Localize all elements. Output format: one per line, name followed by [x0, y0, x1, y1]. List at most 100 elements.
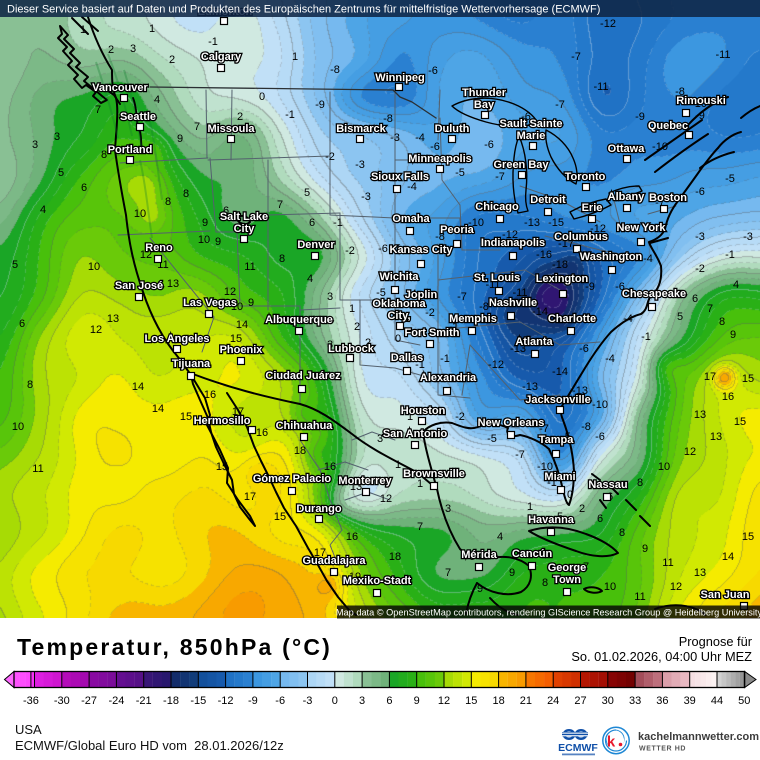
svg-text:-10: -10: [537, 461, 553, 473]
svg-text:Vancouver: Vancouver: [92, 82, 148, 94]
svg-text:13: 13: [710, 431, 722, 443]
svg-text:9: 9: [642, 543, 648, 555]
svg-text:14: 14: [236, 319, 248, 331]
svg-text:Mérida: Mérida: [461, 549, 497, 561]
svg-text:7: 7: [417, 521, 423, 533]
svg-text:-2: -2: [695, 263, 705, 275]
svg-text:-14: -14: [552, 366, 568, 378]
svg-text:4: 4: [733, 279, 739, 291]
svg-text:6: 6: [597, 513, 603, 525]
svg-text:3: 3: [130, 43, 136, 55]
svg-text:San Juan: San Juan: [701, 589, 750, 601]
svg-text:6: 6: [386, 695, 392, 707]
svg-text:-1: -1: [208, 36, 218, 48]
svg-text:-17: -17: [558, 238, 574, 250]
svg-text:Nassau: Nassau: [588, 479, 627, 491]
svg-text:17: 17: [704, 371, 716, 383]
svg-text:Columbus: Columbus: [554, 231, 608, 243]
svg-text:10: 10: [231, 301, 243, 313]
svg-text:Boston: Boston: [649, 192, 687, 204]
svg-text:6: 6: [19, 318, 25, 330]
svg-text:Cancún: Cancún: [512, 548, 553, 560]
svg-text:-4: -4: [407, 288, 417, 300]
svg-text:-8: -8: [675, 86, 685, 98]
svg-text:Fort Smith: Fort Smith: [405, 327, 460, 339]
svg-text:0: 0: [332, 695, 338, 707]
svg-text:-13: -13: [510, 343, 526, 355]
svg-text:16: 16: [324, 461, 336, 473]
svg-text:Lexington: Lexington: [536, 273, 589, 285]
svg-text:-6: -6: [275, 695, 285, 707]
svg-text:-7: -7: [655, 197, 665, 209]
svg-text:8: 8: [279, 253, 285, 265]
svg-text:-30: -30: [54, 695, 70, 707]
svg-text:16: 16: [722, 391, 734, 403]
svg-text:Tijuana: Tijuana: [172, 358, 211, 370]
svg-text:3: 3: [54, 131, 60, 143]
svg-text:24: 24: [547, 695, 559, 707]
svg-text:Indianapolis: Indianapolis: [481, 237, 545, 249]
svg-text:Town: Town: [553, 574, 581, 586]
svg-text:Joplin: Joplin: [405, 289, 438, 301]
svg-text:Albuquerque: Albuquerque: [265, 314, 333, 326]
svg-text:5: 5: [677, 311, 683, 323]
svg-text:4: 4: [497, 531, 503, 543]
svg-text:5: 5: [12, 259, 18, 271]
svg-text:-13: -13: [524, 217, 540, 229]
svg-text:12: 12: [224, 286, 236, 298]
svg-text:-4: -4: [623, 313, 633, 325]
svg-text:-3: -3: [361, 191, 371, 203]
svg-text:-2: -2: [345, 245, 355, 257]
svg-text:San Antonio: San Antonio: [383, 428, 448, 440]
svg-text:27: 27: [574, 695, 586, 707]
svg-text:18: 18: [294, 445, 306, 457]
svg-text:10: 10: [198, 234, 210, 246]
svg-text:Sault Sainte: Sault Sainte: [500, 118, 563, 130]
svg-text:7: 7: [583, 561, 589, 573]
svg-text:21: 21: [520, 695, 532, 707]
svg-text:Chihuahua: Chihuahua: [276, 420, 334, 432]
svg-text:15: 15: [742, 373, 754, 385]
svg-text:-12: -12: [488, 359, 504, 371]
svg-text:Denver: Denver: [297, 239, 335, 251]
svg-text:-6: -6: [615, 281, 625, 293]
svg-text:1: 1: [80, 24, 86, 36]
svg-text:Durango: Durango: [296, 503, 342, 515]
svg-text:Map data © OpenStreetMap contr: Map data © OpenStreetMap contributors, r…: [336, 608, 760, 618]
svg-text:11: 11: [244, 261, 255, 273]
svg-text:-5: -5: [376, 287, 386, 299]
svg-text:-9: -9: [635, 111, 645, 123]
svg-text:3: 3: [32, 139, 38, 151]
svg-text:George: George: [548, 562, 587, 574]
svg-text:-6: -6: [695, 186, 705, 198]
svg-text:-6: -6: [579, 343, 589, 355]
svg-text:-3: -3: [695, 231, 705, 243]
svg-text:Reno: Reno: [145, 242, 173, 254]
svg-text:Omaha: Omaha: [392, 213, 430, 225]
svg-text:Winnipeg: Winnipeg: [375, 72, 424, 84]
svg-text:15: 15: [465, 695, 477, 707]
svg-text:15: 15: [742, 531, 754, 543]
svg-text:-7: -7: [495, 171, 505, 183]
svg-text:2: 2: [169, 54, 175, 66]
svg-text:7: 7: [95, 104, 101, 116]
svg-text:Oklahoma: Oklahoma: [372, 298, 426, 310]
svg-text:-8: -8: [383, 113, 393, 125]
svg-text:15: 15: [734, 416, 746, 428]
svg-text:Albany: Albany: [608, 191, 646, 203]
svg-text:Rimouski: Rimouski: [676, 95, 726, 107]
svg-text:44: 44: [711, 695, 723, 707]
svg-text:Tampa: Tampa: [539, 434, 575, 446]
svg-text:18: 18: [492, 695, 504, 707]
svg-text:-3: -3: [743, 231, 753, 243]
svg-text:-18: -18: [552, 259, 568, 271]
svg-text:11: 11: [32, 463, 43, 475]
svg-text:30: 30: [602, 695, 614, 707]
svg-text:3: 3: [445, 503, 451, 515]
svg-text:1: 1: [527, 501, 533, 513]
svg-text:Bay: Bay: [474, 99, 495, 111]
svg-text:-36: -36: [23, 695, 39, 707]
svg-text:-8: -8: [435, 231, 445, 243]
svg-text:-27: -27: [81, 695, 97, 707]
svg-text:1: 1: [292, 51, 298, 63]
